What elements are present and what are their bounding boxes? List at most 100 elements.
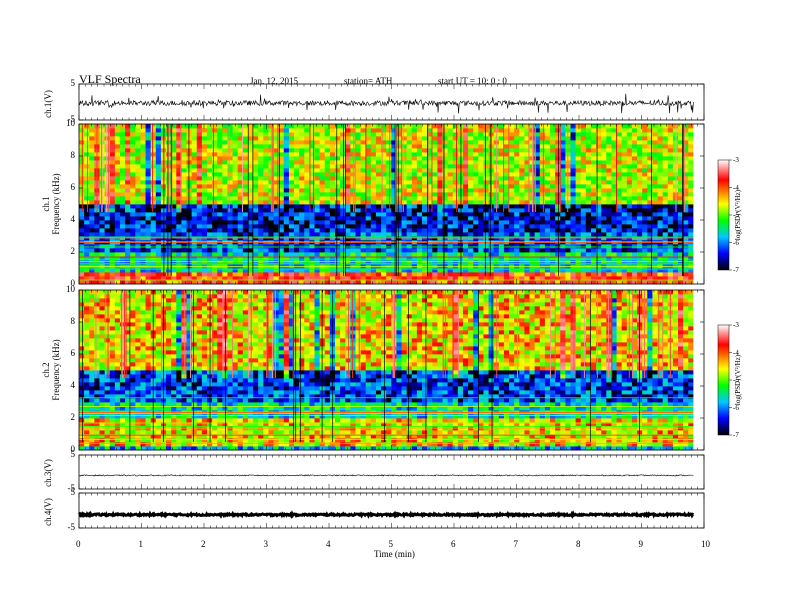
spectrogram-cell bbox=[401, 192, 408, 197]
spectrogram-cell bbox=[688, 208, 694, 213]
spectrogram-cell bbox=[125, 212, 131, 217]
spectrogram-cell bbox=[550, 232, 556, 237]
spectrogram-cell bbox=[196, 248, 203, 253]
spectrogram-cell bbox=[637, 188, 643, 193]
spectrogram-cell bbox=[596, 280, 602, 285]
spectrogram-cell bbox=[509, 204, 515, 209]
spectrogram-cell bbox=[580, 184, 587, 189]
spectrogram-cell bbox=[242, 164, 249, 169]
spectrogram-cell bbox=[237, 260, 244, 265]
spectrogram-cell bbox=[611, 132, 617, 137]
spectrogram-cell bbox=[509, 136, 515, 141]
spectrogram-cell bbox=[652, 176, 658, 181]
spectrogram-cell bbox=[621, 268, 628, 273]
spectrogram-cell bbox=[334, 160, 341, 165]
spectrogram-cell bbox=[232, 128, 239, 133]
spectrogram-cell bbox=[186, 244, 193, 249]
spectrogram-cell bbox=[104, 152, 111, 157]
spectrogram-cell bbox=[109, 220, 116, 225]
spectrogram-cell bbox=[314, 268, 321, 273]
spectrogram-cell bbox=[590, 280, 597, 285]
spectrogram-cell bbox=[227, 224, 233, 229]
spectrogram-cell bbox=[570, 256, 577, 261]
spectrogram-cell bbox=[217, 264, 223, 269]
spectrogram-cell bbox=[114, 164, 121, 169]
spectrogram-cell bbox=[109, 192, 116, 197]
spectrogram-cell bbox=[539, 244, 546, 249]
spectrogram-cell bbox=[550, 160, 556, 165]
spectrogram-cell bbox=[329, 144, 336, 149]
spectrogram-cell bbox=[375, 128, 382, 133]
spectrogram-cell bbox=[278, 192, 285, 197]
spectrogram-cell bbox=[222, 208, 228, 213]
spectrogram-cell bbox=[212, 192, 218, 197]
spectrogram-cell bbox=[181, 200, 187, 205]
spectrogram-cell bbox=[79, 148, 85, 153]
spectrogram-cell bbox=[294, 252, 300, 257]
spectrogram-cell bbox=[247, 144, 254, 149]
spectrogram-cell bbox=[590, 276, 597, 281]
spectrogram-cell bbox=[84, 418, 90, 423]
spectrogram-cell bbox=[514, 168, 520, 173]
spectrogram-cell bbox=[401, 132, 408, 137]
spectrogram-cell bbox=[411, 132, 418, 137]
spectrogram-cell bbox=[299, 172, 305, 177]
spectrogram-cell bbox=[104, 168, 111, 173]
spectrogram-cell bbox=[637, 208, 643, 213]
spectrogram-cell bbox=[534, 208, 541, 213]
spectrogram-cell bbox=[503, 136, 510, 141]
spectrogram-cell bbox=[242, 252, 249, 257]
spectrogram-cell bbox=[539, 156, 546, 161]
spectrogram-cell bbox=[99, 248, 105, 253]
spectrogram-cell bbox=[227, 220, 233, 225]
spectrogram-cell bbox=[79, 386, 85, 391]
spectrogram-cell bbox=[524, 136, 530, 141]
spectrogram-cell bbox=[206, 168, 213, 173]
spectrogram-cell bbox=[314, 232, 321, 237]
spectrogram-cell bbox=[350, 196, 356, 201]
spectrogram-cell bbox=[590, 196, 597, 201]
spectrogram-cell bbox=[488, 220, 495, 225]
spectrogram-cell bbox=[268, 256, 274, 261]
spectrogram-cell bbox=[437, 168, 443, 173]
spectrogram-cell bbox=[688, 192, 694, 197]
spectrogram-cell bbox=[672, 272, 679, 277]
spectrogram-cell bbox=[386, 280, 392, 285]
spectrogram-cell bbox=[621, 156, 628, 161]
spectrogram-cell bbox=[611, 280, 617, 285]
spectrogram-cell bbox=[135, 232, 141, 237]
spectrogram-cell bbox=[585, 244, 592, 249]
spectrogram-cell bbox=[596, 232, 602, 237]
spectrogram-cell bbox=[196, 196, 203, 201]
spectrogram-cell bbox=[171, 144, 177, 149]
spectrogram-cell bbox=[89, 244, 95, 249]
spectrogram-cell bbox=[498, 256, 505, 261]
spectrogram-cell bbox=[447, 144, 454, 149]
spectrogram-cell bbox=[406, 224, 413, 229]
spectrogram-cell bbox=[84, 390, 90, 395]
spectrogram-cell bbox=[125, 152, 131, 157]
spectrogram-cell bbox=[253, 244, 259, 249]
spectrogram-cell bbox=[237, 200, 244, 205]
spectrogram-cell bbox=[462, 256, 469, 261]
spectrogram-cell bbox=[171, 248, 177, 253]
spectrogram-cell bbox=[590, 212, 597, 217]
spectrogram-cell bbox=[125, 252, 131, 257]
spectrogram-cell bbox=[416, 136, 423, 141]
spectrogram-cell bbox=[642, 184, 648, 189]
spectrogram-cell bbox=[309, 128, 315, 133]
spectrogram-cell bbox=[186, 192, 193, 197]
spectrogram-cell bbox=[288, 232, 295, 237]
spectrogram-cell bbox=[365, 228, 372, 233]
spectrogram-cell bbox=[462, 276, 469, 281]
spectrogram-cell bbox=[662, 136, 669, 141]
spectrogram-cell bbox=[580, 216, 587, 221]
spectrogram-cell bbox=[509, 212, 515, 217]
spectrogram-cell bbox=[401, 196, 408, 201]
spectrogram-cell bbox=[611, 264, 617, 269]
spectrogram-cell bbox=[606, 172, 612, 177]
spectrogram-cell bbox=[125, 196, 131, 201]
spectrogram-cell bbox=[555, 184, 561, 189]
spectrogram-cell bbox=[514, 136, 520, 141]
spectrogram-cell bbox=[662, 160, 669, 165]
